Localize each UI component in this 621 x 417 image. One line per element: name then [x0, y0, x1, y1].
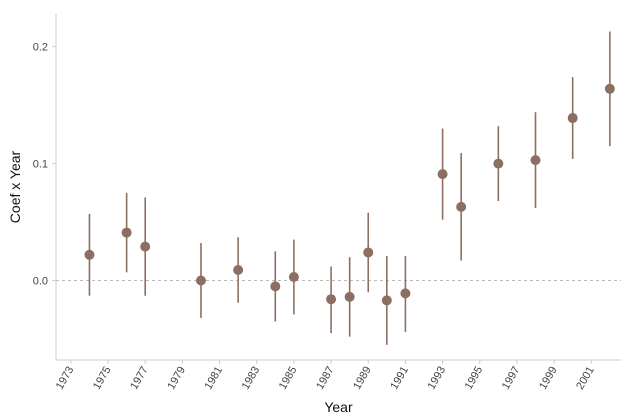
x-tick-label: 1975: [91, 365, 114, 392]
x-axis-title: Year: [324, 399, 353, 415]
data-point: [326, 294, 337, 305]
x-tick-label: 1977: [128, 365, 151, 392]
y-tick-label: 0.2: [33, 42, 48, 54]
data-point: [567, 113, 578, 124]
data-point: [233, 264, 244, 275]
x-tick-label: 1987: [314, 365, 337, 392]
data-point: [456, 201, 467, 212]
x-tick-label: 1991: [388, 365, 411, 392]
data-point: [121, 227, 132, 238]
x-ticks: 1973 1975 1977 1979 1981 1983 1985 1987 1989 1991…: [54, 360, 597, 392]
data-point: [493, 158, 504, 169]
x-tick-label: 1993: [426, 365, 449, 392]
x-tick-label: 1995: [463, 365, 486, 392]
x-tick-label: 1979: [165, 365, 188, 392]
data-point: [400, 288, 411, 299]
x-tick-label: 1997: [500, 365, 523, 392]
data-point: [604, 83, 615, 94]
x-tick-label: 2001: [574, 365, 597, 392]
y-tick-label: 0.0: [33, 276, 48, 288]
data-point: [363, 247, 374, 258]
x-tick-label: 1983: [240, 365, 263, 392]
x-tick-label: 1989: [351, 365, 374, 392]
x-tick-label: 1981: [203, 365, 226, 392]
data-marks: [84, 31, 615, 345]
data-point: [381, 295, 392, 306]
x-tick-label: 1999: [537, 365, 560, 392]
y-axis-title: Coef x Year: [7, 150, 23, 223]
y-tick-label: 0.1: [33, 159, 48, 171]
data-point: [140, 241, 151, 252]
data-point: [84, 249, 95, 260]
data-point: [530, 155, 541, 166]
data-point: [437, 169, 448, 180]
y-ticks: 0.0 0.1 0.2: [33, 42, 56, 288]
data-point: [195, 275, 206, 286]
axes: [55, 14, 621, 361]
x-tick-label: 1973: [54, 365, 77, 392]
x-tick-label: 1985: [277, 365, 300, 392]
data-point: [344, 291, 355, 302]
data-point: [270, 281, 281, 292]
data-point: [288, 272, 299, 283]
